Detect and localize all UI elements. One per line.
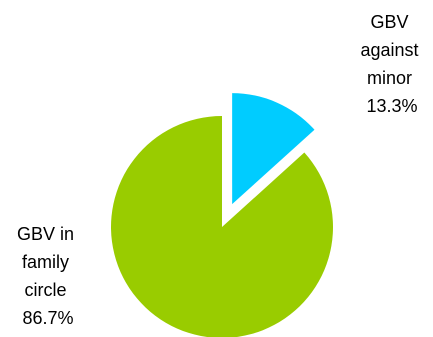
pie-slices <box>111 93 333 337</box>
label-minor-line-3: minor <box>367 68 412 88</box>
label-minor-percent: 13.3% <box>366 96 417 116</box>
pie-slice-gbv-against-minor <box>232 93 315 205</box>
label-family-line-1: GBV in <box>17 224 74 244</box>
label-family-line-3: circle <box>24 280 66 300</box>
label-minor-line-2: against <box>360 40 418 60</box>
label-minor-line-1: GBV <box>370 12 408 32</box>
label-family-line-2: family <box>22 252 69 272</box>
label-gbv-against-minor: GBV against minor 13.3% <box>360 12 423 116</box>
label-family-percent: 86.7% <box>22 308 73 328</box>
pie-slice-gbv-in-family-circle <box>111 116 333 337</box>
label-gbv-family-circle: GBV in family circle 86.7% <box>17 224 79 328</box>
